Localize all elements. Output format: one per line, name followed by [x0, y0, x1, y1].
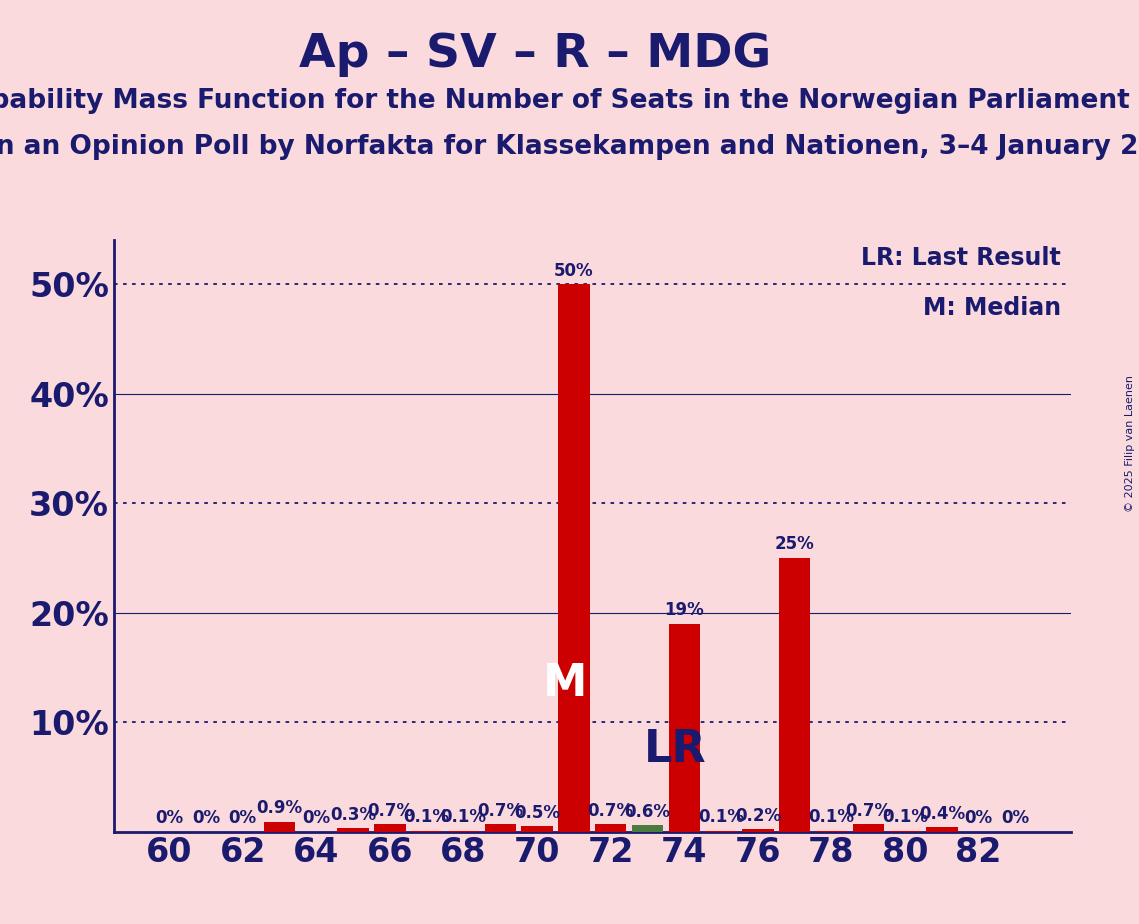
Bar: [522, 826, 552, 832]
Bar: [743, 830, 773, 832]
Text: 0.1%: 0.1%: [882, 808, 928, 826]
Text: 50%: 50%: [554, 261, 593, 280]
Text: © 2025 Filip van Laenen: © 2025 Filip van Laenen: [1125, 375, 1134, 512]
Text: 0%: 0%: [1001, 809, 1030, 827]
Bar: [375, 824, 405, 832]
Bar: [779, 558, 810, 832]
Text: 0%: 0%: [965, 809, 993, 827]
Bar: [890, 831, 920, 832]
Text: 0.1%: 0.1%: [809, 808, 854, 826]
Text: Based on an Opinion Poll by Norfakta for Klassekampen and Nationen, 3–4 January : Based on an Opinion Poll by Norfakta for…: [0, 134, 1139, 160]
Bar: [264, 821, 295, 832]
Text: LR: LR: [644, 728, 706, 771]
Bar: [485, 824, 516, 832]
Text: 0.2%: 0.2%: [735, 807, 781, 825]
Text: 0.1%: 0.1%: [441, 808, 486, 826]
Text: 0.7%: 0.7%: [845, 801, 892, 820]
Text: 0%: 0%: [229, 809, 256, 827]
Text: M: M: [542, 663, 587, 705]
Text: LR: Last Result: LR: Last Result: [861, 246, 1062, 270]
Bar: [595, 824, 626, 832]
Text: 0%: 0%: [191, 809, 220, 827]
Bar: [558, 284, 590, 832]
Text: 0.7%: 0.7%: [477, 801, 523, 820]
Text: 0.5%: 0.5%: [514, 804, 560, 821]
Text: 0.1%: 0.1%: [698, 808, 744, 826]
Bar: [337, 828, 369, 832]
Text: Ap – SV – R – MDG: Ap – SV – R – MDG: [300, 32, 771, 78]
Text: 0.4%: 0.4%: [919, 805, 965, 823]
Bar: [816, 831, 847, 832]
Text: 0.1%: 0.1%: [403, 808, 450, 826]
Text: 0.7%: 0.7%: [367, 801, 413, 820]
Bar: [669, 624, 700, 832]
Bar: [705, 831, 737, 832]
Text: 0.7%: 0.7%: [588, 801, 633, 820]
Text: 0.6%: 0.6%: [624, 803, 671, 821]
Text: 0.9%: 0.9%: [256, 799, 303, 818]
Text: 19%: 19%: [664, 602, 704, 619]
Text: 0.3%: 0.3%: [330, 806, 376, 824]
Text: Probability Mass Function for the Number of Seats in the Norwegian Parliament: Probability Mass Function for the Number…: [0, 88, 1130, 114]
Bar: [411, 831, 442, 832]
Text: 25%: 25%: [775, 535, 814, 553]
Bar: [853, 824, 884, 832]
Bar: [926, 827, 958, 832]
Text: M: Median: M: Median: [923, 297, 1062, 321]
Bar: [448, 831, 480, 832]
Bar: [632, 825, 663, 832]
Text: 0%: 0%: [155, 809, 183, 827]
Text: 0%: 0%: [302, 809, 330, 827]
